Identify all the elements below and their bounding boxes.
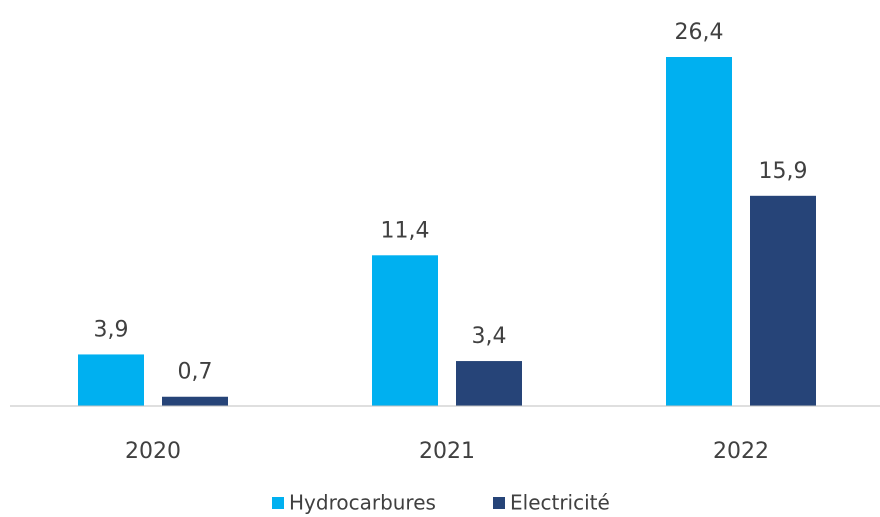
bar [666,57,732,406]
bar [162,396,228,406]
bar [372,255,438,406]
data-label: 15,9 [759,159,808,184]
bar [78,354,144,406]
x-tick-label: 2022 [713,439,769,464]
data-label: 3,4 [472,324,507,349]
legend-swatch [272,497,284,509]
legend-swatch [493,497,505,509]
legend-label: Hydrocarbures [289,491,436,515]
legend-label: Electricité [510,491,610,515]
bar [750,195,816,406]
data-label: 26,4 [675,20,724,45]
bar [456,361,522,406]
x-tick-label: 2020 [125,439,181,464]
x-tick-label: 2021 [419,439,475,464]
data-label: 3,9 [94,317,129,342]
data-label: 11,4 [381,218,430,243]
data-label: 0,7 [178,360,213,385]
